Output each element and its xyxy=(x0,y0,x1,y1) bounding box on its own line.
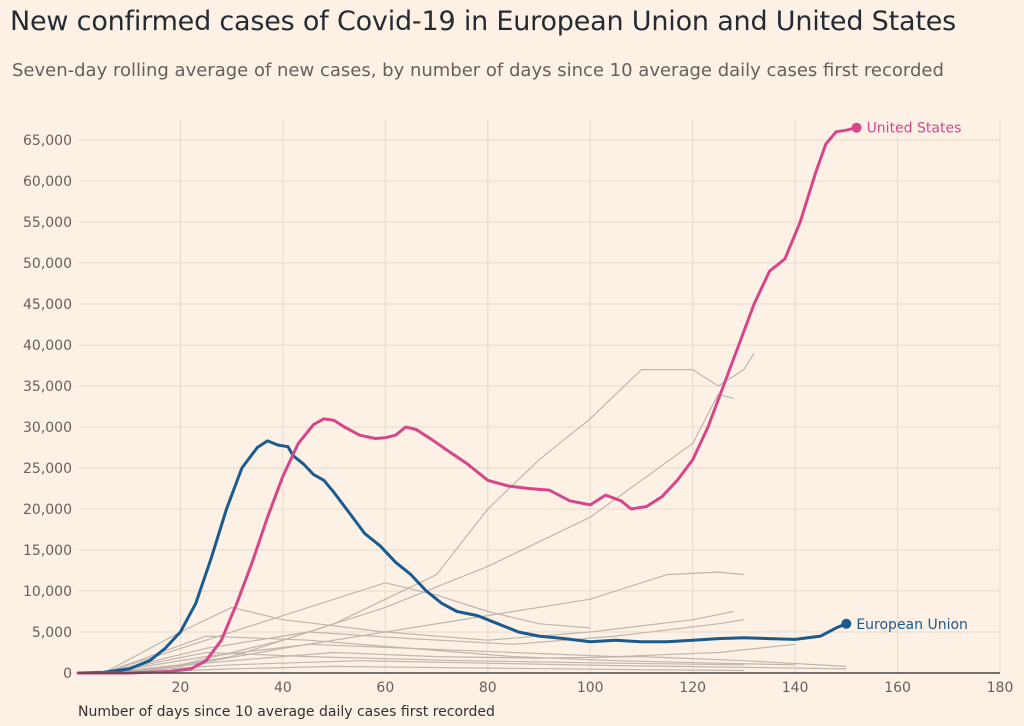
grid-lines xyxy=(78,120,1001,673)
x-tick-label: 20 xyxy=(172,680,190,696)
other-country-line xyxy=(103,582,591,674)
y-axis-tick-labels: 0 5,000 10,000 15,000 20,000 25,000 30,000 35,0… xyxy=(23,133,72,682)
y-tick-label: 45,000 xyxy=(23,297,72,313)
highlighted-series xyxy=(76,122,862,675)
us-series-label: United States xyxy=(867,121,962,137)
other-country-line xyxy=(103,571,744,674)
other-country-line xyxy=(129,352,755,674)
y-tick-label: 15,000 xyxy=(23,543,72,559)
chart-title: New confirmed cases of Covid-19 in Europ… xyxy=(10,6,956,37)
y-tick-label: 20,000 xyxy=(23,502,72,518)
x-tick-label: 100 xyxy=(577,680,604,696)
y-tick-label: 55,000 xyxy=(23,215,72,231)
eu-series-label: European Union xyxy=(856,617,968,633)
x-tick-label: 120 xyxy=(679,680,706,696)
other-country-line xyxy=(103,651,847,674)
other-country-line xyxy=(103,665,744,674)
other-country-line xyxy=(103,651,744,674)
y-tick-label: 10,000 xyxy=(23,584,72,600)
y-tick-label: 5,000 xyxy=(32,625,72,641)
other-country-line xyxy=(103,660,847,674)
x-tick-label: 40 xyxy=(274,680,292,696)
y-tick-label: 0 xyxy=(63,666,72,682)
us-series-line xyxy=(76,126,859,675)
other-country-line xyxy=(103,643,796,674)
x-tick-label: 160 xyxy=(884,680,911,696)
y-tick-label: 60,000 xyxy=(23,174,72,190)
x-axis-label: Number of days since 10 average daily ca… xyxy=(78,704,495,720)
y-tick-label: 35,000 xyxy=(23,379,72,395)
chart-subtitle: Seven-day rolling average of new cases, … xyxy=(12,60,944,81)
y-tick-label: 50,000 xyxy=(23,256,72,272)
x-tick-label: 60 xyxy=(376,680,394,696)
other-country-line xyxy=(103,393,734,674)
x-tick-label: 180 xyxy=(987,680,1014,696)
x-tick-label: 140 xyxy=(782,680,809,696)
y-tick-label: 40,000 xyxy=(23,338,72,354)
eu-series-line xyxy=(76,439,848,675)
y-tick-label: 25,000 xyxy=(23,461,72,477)
other-country-line xyxy=(103,606,734,674)
y-tick-label: 65,000 xyxy=(23,133,72,149)
other-countries-series xyxy=(103,352,847,674)
eu-end-point xyxy=(841,618,852,629)
x-axis-tick-labels: 20 40 60 80 100 120 140 160 180 xyxy=(172,680,1014,696)
x-tick-label: 80 xyxy=(479,680,497,696)
y-tick-label: 30,000 xyxy=(23,420,72,436)
us-end-point xyxy=(851,122,862,133)
other-country-line xyxy=(103,619,744,674)
